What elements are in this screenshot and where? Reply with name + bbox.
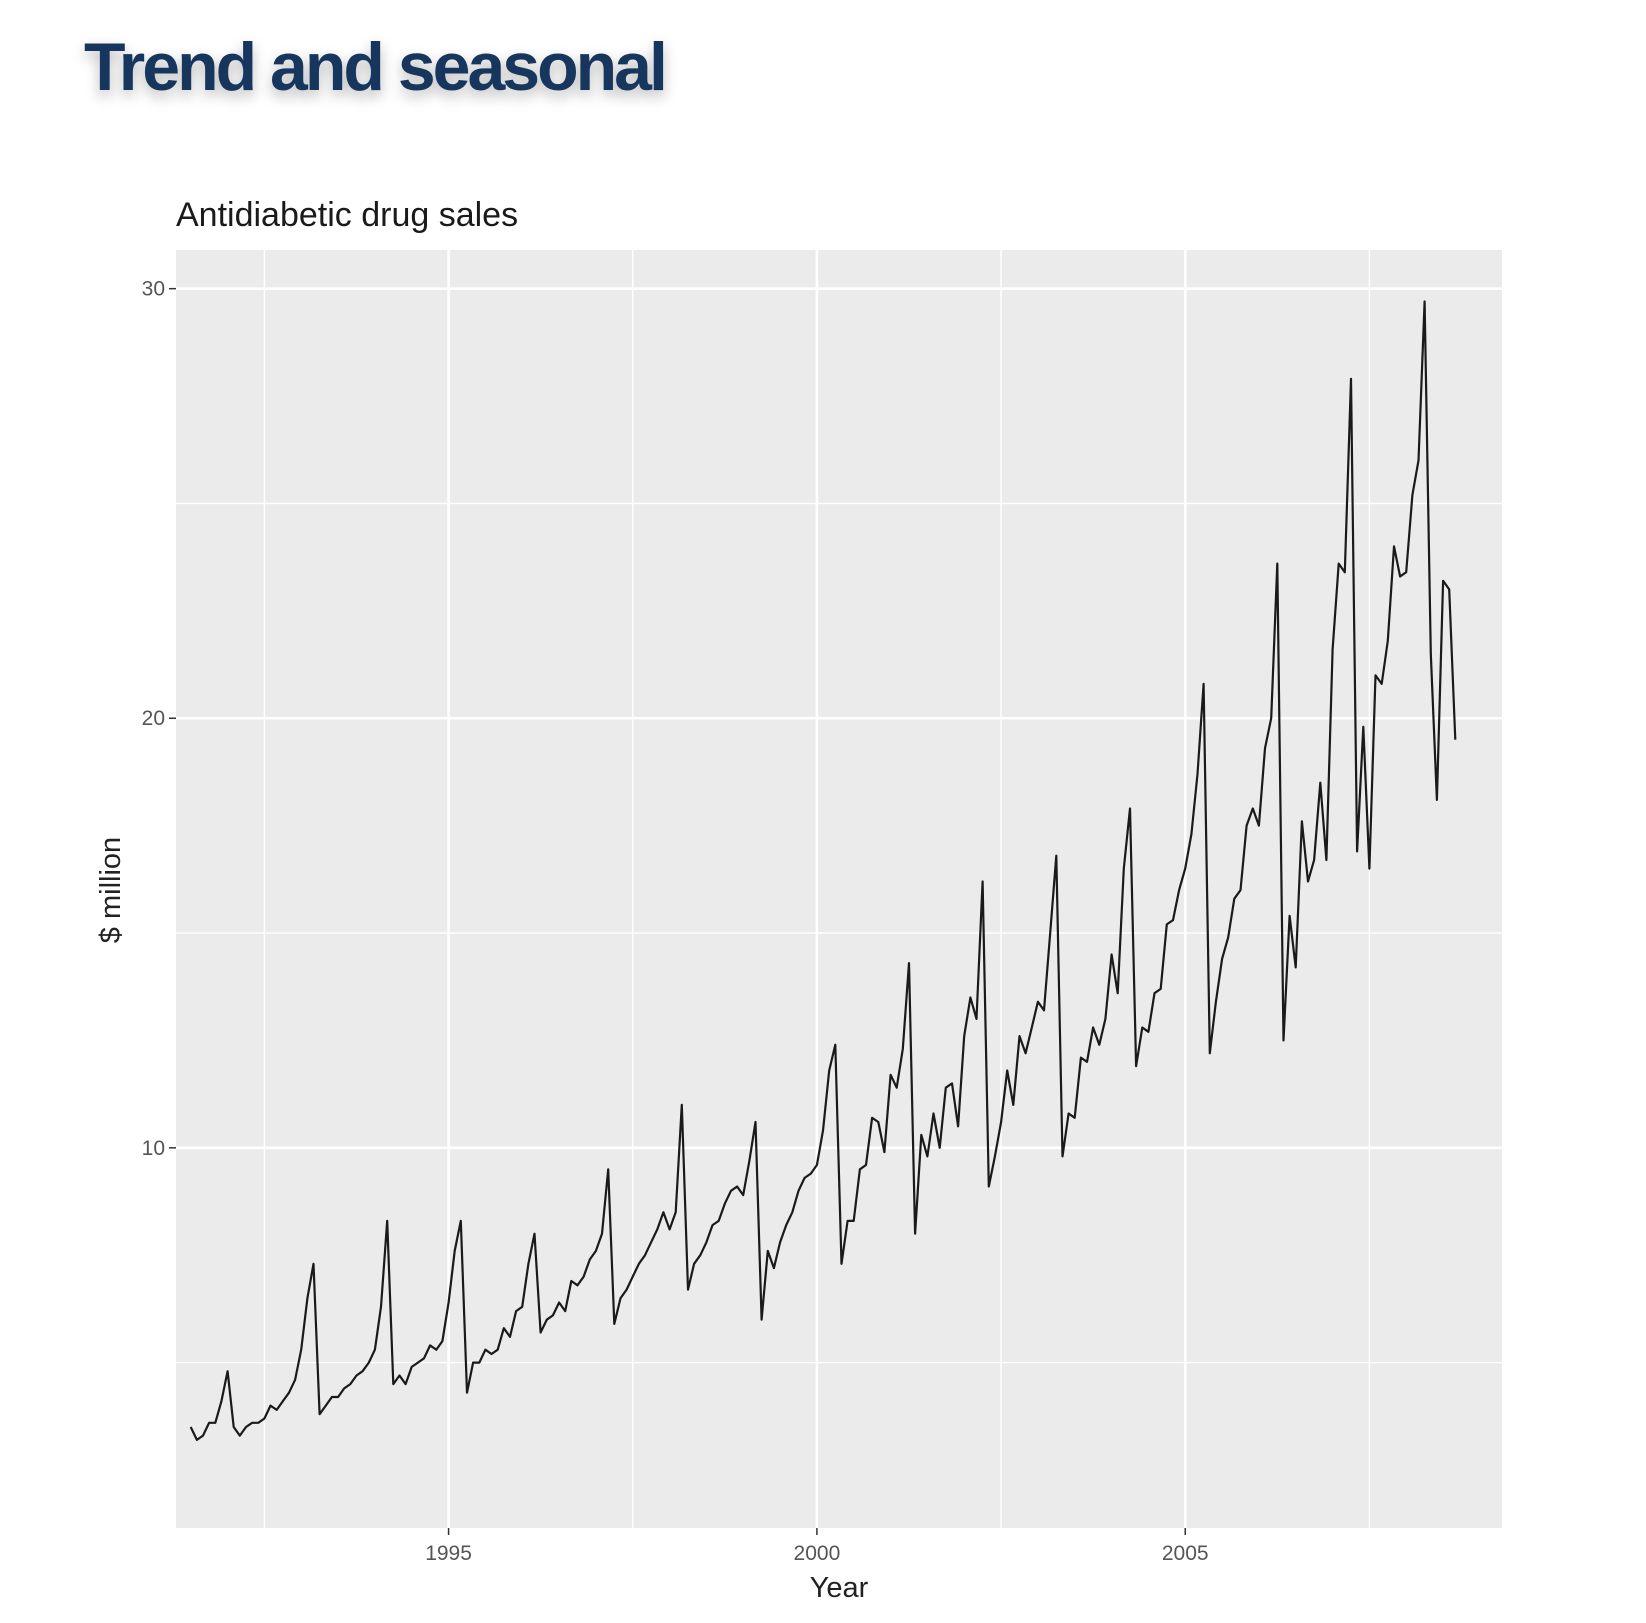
x-tick-label: 1995 bbox=[425, 1542, 472, 1565]
x-axis-title: Year bbox=[810, 1572, 869, 1604]
x-tick-label: 2005 bbox=[1162, 1542, 1209, 1565]
x-tick-label: 2000 bbox=[794, 1542, 841, 1565]
series-line bbox=[189, 300, 1457, 1441]
y-tick-label: 10 bbox=[142, 1137, 165, 1160]
chart-title: Antidiabetic drug sales bbox=[176, 196, 518, 234]
axis-ticks: 1995 2000 2005 10 20 30 bbox=[142, 278, 1209, 1565]
y-tick-label: 20 bbox=[142, 707, 165, 730]
y-axis-title: $ million bbox=[95, 837, 127, 943]
y-tick-label: 30 bbox=[142, 278, 165, 301]
gridlines bbox=[176, 250, 1502, 1528]
plot-panel bbox=[176, 250, 1502, 1528]
slide-title: Trend and seasonal bbox=[84, 29, 668, 105]
